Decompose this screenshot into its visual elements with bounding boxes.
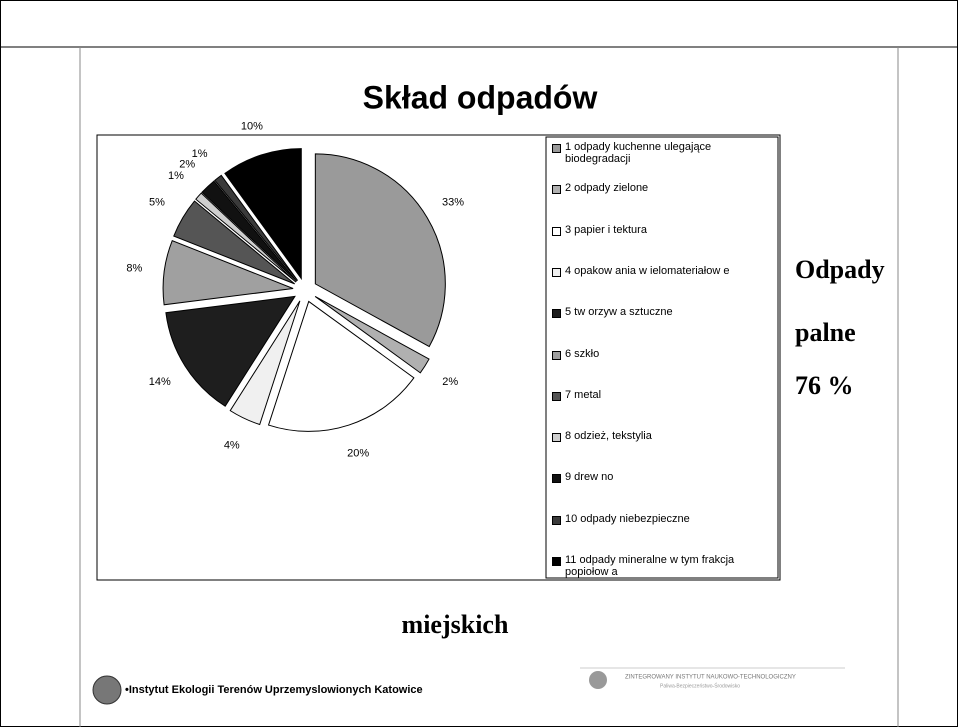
legend-swatch bbox=[552, 515, 561, 525]
logo-subtitle: Paliwa-Bezpieczeństwo-Środowisko bbox=[660, 681, 740, 689]
pie-slice bbox=[267, 300, 415, 432]
pie-slice bbox=[229, 300, 301, 426]
legend-label: 7 metal bbox=[565, 388, 602, 401]
legend-item: 5 tw orzyw a sztuczne bbox=[552, 306, 774, 319]
data-label: 33% bbox=[442, 196, 464, 208]
data-label: 20% bbox=[347, 447, 369, 459]
side-text: Odpady bbox=[795, 255, 885, 284]
legend-label: 10 odpady niebezpieczne bbox=[565, 512, 690, 525]
legend-swatch bbox=[552, 350, 561, 360]
legend-label: 3 papier i tektura bbox=[565, 223, 647, 236]
legend-swatch bbox=[552, 433, 561, 443]
legend-item: 3 papier i tektura bbox=[552, 224, 774, 236]
pie-slice bbox=[162, 239, 294, 306]
data-label: 2% bbox=[179, 159, 195, 171]
data-label: 10% bbox=[241, 120, 263, 132]
pie-slice bbox=[314, 153, 446, 348]
legend-item: 7 metal bbox=[552, 389, 774, 401]
data-label: 1% bbox=[168, 170, 184, 182]
pie-slice bbox=[314, 295, 430, 374]
legend-item: 6 szkło bbox=[552, 348, 774, 360]
logo-title: ZINTEGROWANY INSTYTUT NAUKOWO-TECHNOLOGI… bbox=[625, 675, 796, 681]
legend-label: 6 szkło bbox=[565, 347, 600, 360]
legend-swatch bbox=[552, 226, 561, 236]
legend-item: 8 odzież, tekstylia bbox=[552, 430, 774, 443]
legend-item: 9 drew no bbox=[552, 471, 774, 484]
data-label: 4% bbox=[224, 440, 240, 452]
side-text: 76 % bbox=[795, 371, 854, 400]
data-label: 2% bbox=[442, 376, 458, 388]
legend-label: 2 odpady zielone bbox=[565, 182, 649, 195]
legend-swatch bbox=[552, 309, 561, 319]
pie-slice bbox=[224, 148, 302, 281]
data-label: 1% bbox=[192, 148, 208, 160]
legend-box bbox=[545, 136, 779, 579]
pie-slice bbox=[173, 200, 295, 285]
data-label: 8% bbox=[126, 262, 142, 274]
legend-swatch bbox=[552, 144, 561, 153]
institute-logo bbox=[92, 675, 122, 705]
legend-item: 1 odpady kuchenne ulegające biodegradacj… bbox=[552, 141, 774, 165]
legend-swatch bbox=[552, 185, 561, 195]
chart-frame bbox=[96, 134, 781, 581]
side-text: palne bbox=[795, 318, 856, 347]
legend-swatch bbox=[552, 391, 561, 401]
legend-item: 4 opakow ania w ielomateriałow e bbox=[552, 265, 774, 277]
legend-item: 10 odpady niebezpieczne bbox=[552, 513, 774, 525]
legend-item: 2 odpady zielone bbox=[552, 182, 774, 195]
legend-swatch bbox=[552, 557, 561, 566]
pie-slice bbox=[201, 180, 298, 282]
legend-label: 4 opakow ania w ielomateriałow e bbox=[565, 264, 730, 277]
subtitle: miejskich bbox=[402, 610, 509, 639]
footer-text: •Instytut Ekologii Terenów Uprzemyslowio… bbox=[125, 684, 423, 696]
legend-swatch bbox=[552, 474, 561, 484]
pie-slice bbox=[195, 192, 297, 283]
data-label: 14% bbox=[149, 376, 171, 388]
legend-label: 9 drew no bbox=[565, 471, 614, 484]
legend-swatch bbox=[552, 267, 561, 277]
legend-item: 11 odpady mineralne w tym frakcja popioł… bbox=[552, 554, 774, 578]
partner-logo bbox=[589, 671, 607, 689]
chart-title: Skład odpadów bbox=[363, 79, 598, 115]
legend-label: 5 tw orzyw a sztuczne bbox=[565, 306, 673, 319]
legend-label: 11 odpady mineralne w tym frakcja popioł… bbox=[565, 554, 735, 578]
data-label: 5% bbox=[149, 196, 165, 208]
legend-label: 1 odpady kuchenne ulegające biodegradacj… bbox=[565, 141, 712, 165]
legend-label: 8 odzież, tekstylia bbox=[565, 430, 652, 443]
pie-slice bbox=[214, 174, 299, 281]
pie-slice bbox=[165, 295, 296, 407]
